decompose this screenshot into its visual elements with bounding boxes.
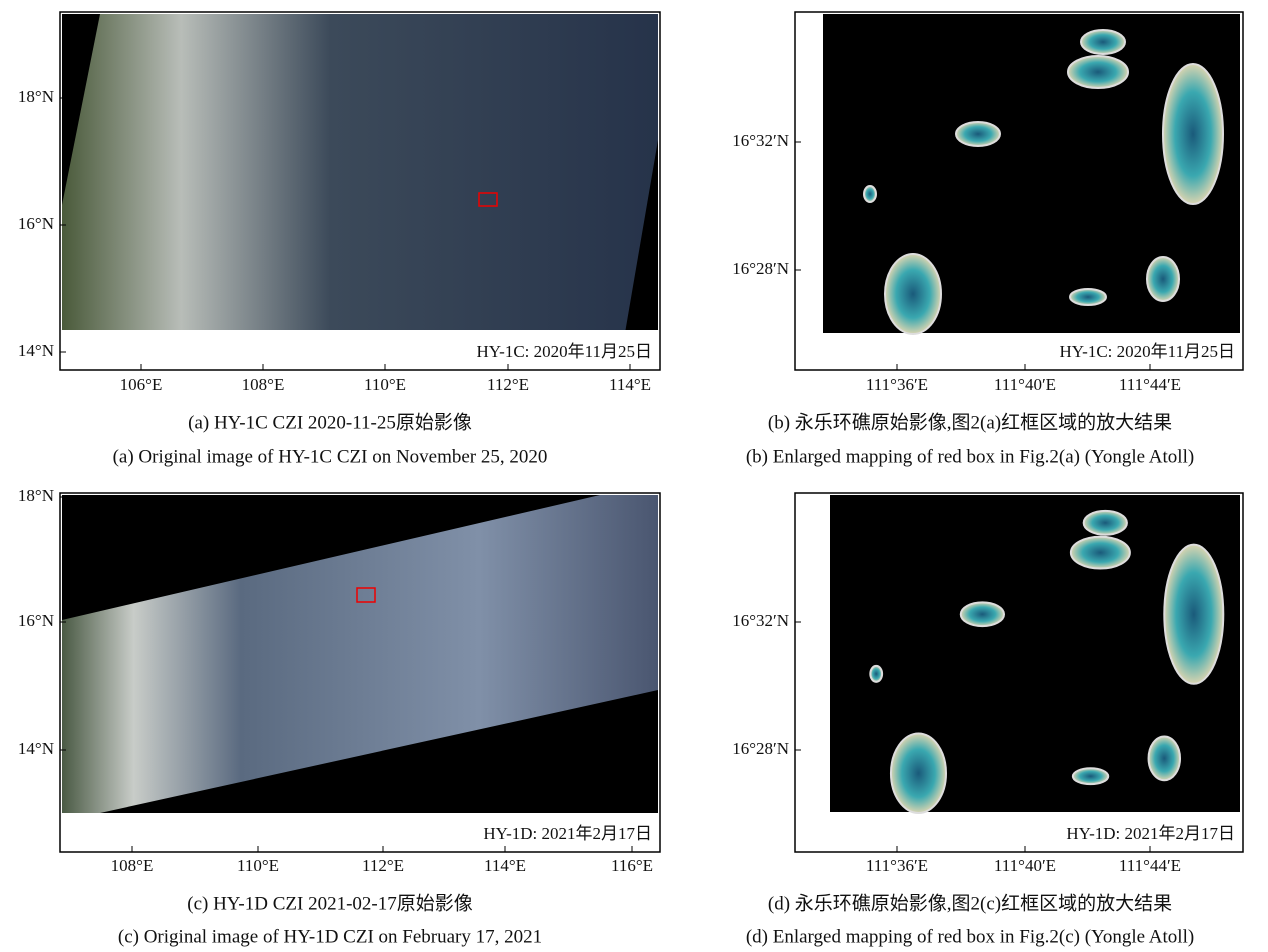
atoll — [1163, 64, 1223, 204]
atoll — [864, 186, 876, 202]
caption-en: (d) Enlarged mapping of red box in Fig.2… — [746, 926, 1194, 947]
y-tick-label: 16°32′N — [732, 611, 789, 630]
stamp: HY-1C: 2020年11月25日 — [1059, 342, 1235, 361]
atoll — [885, 254, 941, 334]
panels: HY-1C: 2020年11月25日 18°N 16°N 14°N 106°E 108°E… — [18, 12, 1243, 947]
x-tick-label: 110°E — [237, 856, 279, 875]
y-tick-label: 16°32′N — [732, 131, 789, 150]
atoll — [891, 733, 946, 812]
y-tick-label: 14°N — [18, 341, 54, 360]
caption-cn: (c) HY-1D CZI 2021-02-17原始影像 — [187, 892, 472, 914]
caption-en: (b) Enlarged mapping of red box in Fig.2… — [746, 446, 1194, 467]
satellite-scene — [62, 14, 658, 333]
y-tick-label: 16°N — [18, 214, 54, 233]
x-tick-label: 106°E — [120, 375, 163, 394]
x-tick-label: 114°E — [484, 856, 526, 875]
y-tick-label: 14°N — [18, 739, 54, 758]
x-tick-label: 111°44′E — [1119, 375, 1181, 394]
atoll — [956, 122, 1000, 146]
x-tick-label: 111°40′E — [994, 856, 1056, 875]
atoll — [1164, 545, 1223, 684]
x-tick-label: 110°E — [364, 375, 406, 394]
stamp: HY-1C: 2020年11月25日 — [476, 342, 652, 361]
atoll — [961, 602, 1004, 626]
y-tick-label: 16°28′N — [732, 259, 789, 278]
atoll — [1081, 30, 1125, 54]
y-tick-label: 18°N — [18, 486, 54, 505]
stamp: HY-1D: 2021年2月17日 — [1066, 824, 1235, 843]
x-tick-label: 111°36′E — [866, 856, 928, 875]
atoll — [1068, 56, 1128, 88]
x-tick-label: 108°E — [111, 856, 154, 875]
stamp: HY-1D: 2021年2月17日 — [483, 824, 652, 843]
caption-en: (c) Original image of HY-1D CZI on Febru… — [118, 926, 542, 947]
atoll — [1073, 768, 1108, 784]
atoll — [1071, 537, 1130, 569]
x-tick-label: 114°E — [609, 375, 651, 394]
atoll — [1147, 257, 1179, 301]
x-tick-label: 112°E — [487, 375, 529, 394]
caption-cn: (d) 永乐环礁原始影像,图2(c)红框区域的放大结果 — [768, 892, 1172, 914]
atoll — [1070, 289, 1106, 305]
y-tick-label: 16°N — [18, 611, 54, 630]
figure: HY-1C: 2020年11月25日 18°N 16°N 14°N 106°E 108°E… — [0, 0, 1268, 952]
caption-cn: (b) 永乐环礁原始影像,图2(a)红框区域的放大结果 — [768, 411, 1172, 433]
atoll — [1084, 511, 1127, 535]
x-tick-label: 112°E — [362, 856, 404, 875]
x-tick-label: 108°E — [242, 375, 285, 394]
x-tick-label: 116°E — [611, 856, 653, 875]
atoll — [870, 666, 882, 682]
caption-cn: (a) HY-1C CZI 2020-11-25原始影像 — [188, 411, 472, 433]
x-tick-label: 111°44′E — [1119, 856, 1181, 875]
atoll — [1149, 736, 1180, 780]
y-tick-label: 18°N — [18, 87, 54, 106]
x-tick-label: 111°36′E — [866, 375, 928, 394]
x-tick-label: 111°40′E — [994, 375, 1056, 394]
y-tick-label: 16°28′N — [732, 739, 789, 758]
caption-en: (a) Original image of HY-1C CZI on Novem… — [113, 446, 548, 467]
